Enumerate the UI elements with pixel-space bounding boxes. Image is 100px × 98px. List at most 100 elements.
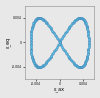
Point (87, 33, 89, 34)
Point (77, 18, 79, 19)
Point (83, 64, 85, 65)
Point (87, 30, 88, 31)
Point (42, 18, 43, 20)
Point (85, 24, 87, 25)
Point (30, 39, 31, 40)
Point (30, 43, 31, 45)
Point (81, 18, 83, 19)
Point (70, 25, 71, 26)
Point (30, 46, 32, 48)
Point (63, 49, 65, 51)
Point (79, 17, 80, 19)
Point (71, 23, 73, 24)
Point (45, 21, 46, 22)
Point (30, 31, 32, 33)
Point (59, 42, 60, 43)
Point (81, 17, 82, 19)
Point (30, 52, 32, 54)
Point (70, 24, 72, 25)
Point (32, 24, 34, 25)
Point (30, 35, 32, 37)
Point (72, 62, 74, 63)
Point (82, 18, 83, 19)
Point (82, 65, 84, 67)
Point (88, 48, 89, 49)
Point (36, 66, 38, 67)
Point (88, 49, 89, 51)
Point (58, 40, 60, 42)
Point (87, 52, 89, 54)
Point (88, 37, 89, 39)
Point (85, 23, 87, 24)
Point (30, 42, 31, 43)
Point (75, 64, 77, 66)
Point (81, 66, 82, 68)
Point (37, 17, 39, 19)
Point (70, 60, 72, 61)
Point (87, 54, 88, 55)
Point (83, 64, 84, 66)
Point (42, 64, 44, 66)
Point (60, 40, 61, 42)
Point (34, 64, 36, 65)
Point (40, 66, 41, 68)
Point (37, 66, 39, 68)
Point (79, 66, 80, 68)
Point (46, 62, 47, 63)
Point (65, 52, 67, 54)
Point (76, 18, 78, 20)
Point (52, 54, 53, 55)
Point (62, 48, 64, 49)
Point (32, 58, 33, 60)
Point (67, 55, 68, 56)
Point (68, 56, 69, 58)
Point (34, 20, 35, 22)
Point (52, 52, 54, 54)
Point (45, 62, 46, 64)
X-axis label: ε_ax: ε_ax (54, 87, 65, 92)
Point (52, 31, 54, 33)
Point (88, 45, 89, 46)
Point (52, 30, 53, 31)
Point (51, 55, 52, 56)
Point (84, 21, 86, 22)
Point (56, 37, 58, 39)
Point (65, 31, 67, 33)
Point (41, 18, 43, 19)
Point (34, 19, 36, 21)
Point (60, 43, 61, 45)
Point (40, 18, 42, 19)
Point (48, 58, 50, 60)
Point (77, 66, 79, 67)
Point (39, 17, 40, 19)
Point (31, 56, 33, 58)
Point (44, 63, 46, 65)
Point (31, 26, 33, 28)
Point (30, 51, 32, 52)
Point (86, 56, 88, 58)
Point (38, 66, 39, 68)
Point (30, 34, 32, 36)
Point (31, 28, 32, 30)
Point (68, 27, 69, 29)
Point (80, 66, 82, 68)
Point (72, 22, 74, 23)
Point (38, 17, 39, 19)
Point (35, 65, 37, 67)
Point (33, 21, 35, 22)
Point (35, 19, 36, 20)
Point (30, 49, 32, 51)
Y-axis label: ε_eq: ε_eq (6, 37, 11, 48)
Point (35, 18, 37, 20)
Point (78, 66, 80, 68)
Point (47, 60, 49, 61)
Point (50, 56, 51, 58)
Point (40, 17, 41, 19)
Point (71, 61, 73, 62)
Point (61, 39, 62, 40)
Point (83, 19, 85, 21)
Point (59, 42, 60, 43)
Point (67, 28, 68, 30)
Point (53, 33, 55, 34)
Point (44, 20, 46, 22)
